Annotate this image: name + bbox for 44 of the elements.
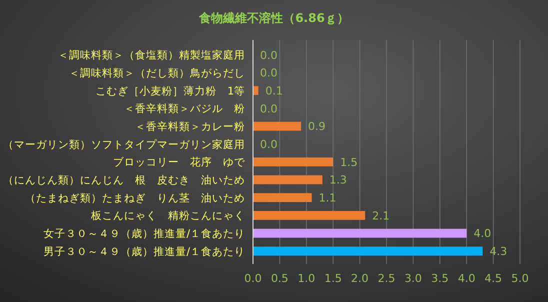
x-tick-label: 2.5: [378, 272, 396, 285]
y-tick-label: 男子３０～４９（歳）推進量/１食あたり: [43, 244, 245, 258]
x-tick-label: 2.0: [351, 272, 369, 285]
data-label: 0.9: [308, 120, 326, 134]
y-tick-label: ＜調味料類＞（だし類）鳥がらだし: [69, 66, 245, 80]
y-tick-label: こむぎ［小麦粉］薄力粉 1等: [95, 84, 245, 98]
data-label: 4.0: [474, 227, 492, 240]
chart-title: 食物繊維不溶性（6.86ｇ）: [198, 11, 349, 25]
x-tick-label: 0.5: [270, 272, 288, 285]
data-label: 1.3: [329, 174, 347, 187]
y-tick-label: ブロッコリー 花序 ゆで: [113, 156, 246, 169]
data-label: 0.0: [260, 138, 278, 151]
bar: [253, 193, 312, 202]
y-tick-label: ＜香辛料類＞カレー粉: [135, 120, 245, 133]
data-label: 4.3: [490, 244, 508, 258]
data-label: 0.0: [260, 48, 278, 62]
x-tick-label: 1.0: [298, 272, 316, 285]
x-tick-label: 1.5: [324, 272, 342, 285]
bar: [253, 210, 366, 220]
data-label: 0.0: [260, 102, 278, 116]
x-tick-label: 4.0: [458, 272, 476, 285]
x-tick-label: 4.5: [484, 272, 502, 285]
x-tick-label: 0.0: [244, 272, 262, 285]
data-label: 1.1: [318, 191, 336, 204]
data-label: 0.0: [260, 66, 278, 80]
x-tick-label: 5.0: [511, 272, 529, 285]
y-tick-label: （たまねぎ類）たまねぎ りん茎 油いため: [25, 191, 245, 204]
bar: [253, 86, 258, 96]
data-label: 2.1: [372, 209, 390, 222]
y-tick-label: 板こんにゃく 精粉こんにゃく: [90, 210, 245, 222]
bar: [253, 122, 302, 131]
y-tick-label: ＜香辛料類＞バジル 粉: [124, 102, 245, 116]
bar: [253, 246, 483, 256]
bar: [253, 175, 322, 184]
x-tick-label: 3.5: [431, 272, 449, 285]
x-tick-label: 3.0: [404, 272, 422, 285]
y-tick-label: ＜調味料類＞（食塩類）精製塩家庭用: [58, 48, 245, 62]
y-tick-label: 女子３０～４９（歳）推進量/１食あたり: [43, 226, 245, 240]
y-tick-label: （にんじん類）にんじん 根 皮むき 油いため: [3, 173, 245, 186]
y-tick-label: （マーガリン類）ソフトタイプマーガリン家庭用: [3, 138, 245, 151]
bar: [253, 157, 334, 166]
bar: [253, 228, 467, 238]
data-label: 1.5: [340, 156, 358, 169]
data-label: 0.1: [265, 84, 283, 98]
